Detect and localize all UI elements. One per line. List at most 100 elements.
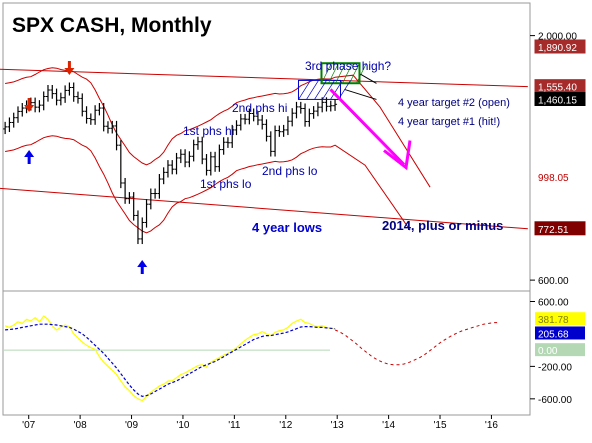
price-bar	[127, 192, 132, 204]
price-bar	[50, 84, 55, 99]
price-bar	[33, 97, 38, 113]
price-bar	[221, 137, 226, 155]
x-tick-label: '11	[228, 420, 241, 431]
x-tick-label: '15	[434, 420, 447, 431]
price-bar	[285, 116, 290, 136]
oscillator-panel	[3, 315, 500, 402]
cycle-low-arrow-head	[24, 150, 35, 157]
x-tick-label: '14	[382, 420, 395, 431]
osc-label-box	[535, 326, 585, 340]
price-bar	[247, 108, 252, 125]
price-bar	[45, 84, 50, 102]
target-2-hatch	[349, 63, 360, 84]
price-bar	[178, 149, 183, 164]
price-label-box	[534, 169, 586, 184]
lower-envelope-line	[5, 135, 411, 234]
price-bar	[183, 149, 188, 168]
cycle-high-arrow-head	[24, 105, 35, 112]
price-bar	[88, 113, 93, 125]
price-bar	[67, 82, 72, 96]
price-bar	[268, 131, 273, 157]
annotation: 1st phs hi	[183, 124, 234, 138]
price-label: 772.51	[538, 225, 569, 236]
price-label: 1,890.92	[538, 43, 577, 54]
target-1-hatch	[306, 80, 319, 100]
price-bar	[294, 101, 299, 119]
target-2-leader	[360, 73, 377, 84]
price-bar	[161, 167, 166, 185]
projection-arrowhead	[383, 140, 412, 171]
price-bar	[153, 188, 158, 199]
price-bar	[311, 106, 316, 119]
price-bar	[37, 100, 42, 113]
price-label: 1,460.15	[538, 96, 577, 107]
price-bar	[277, 125, 282, 137]
price-bar	[273, 125, 278, 157]
annotation: 4 year lows	[252, 220, 322, 235]
target-1-box	[297, 79, 341, 100]
annotations: 3rd phase high? 2nd phs hi 1st phs hi 1st p…	[183, 59, 510, 235]
price-bar	[225, 137, 230, 148]
price-bar	[118, 140, 123, 189]
price-bar	[191, 139, 196, 162]
osc-tick-label: 600.00	[538, 297, 569, 308]
price-bar	[243, 113, 248, 125]
price-axis: 2,000.00 600.00 1,890.92 1,555.40 1,460.15 99…	[529, 3, 586, 415]
annotation: 2nd phs lo	[262, 164, 318, 178]
projection-arrow	[329, 88, 406, 166]
price-bar	[264, 119, 269, 142]
price-bar	[170, 160, 175, 175]
x-tick-label: '13	[331, 420, 344, 431]
target-1-hatch	[314, 80, 327, 100]
cycle-low-arrow	[24, 150, 35, 164]
annotation: 1st phs lo	[200, 177, 252, 191]
x-tick-label: '16	[485, 420, 498, 431]
price-bar	[157, 174, 162, 199]
price-bar	[195, 136, 200, 150]
price-bar	[15, 106, 20, 123]
cycle-low-arrow-head	[137, 260, 148, 267]
price-tick-label: 2,000.00	[538, 32, 577, 43]
annotation: 2014, plus or minus	[382, 218, 503, 233]
price-bar	[333, 99, 338, 111]
cycle-high-arrow-head	[64, 68, 75, 75]
trendline-2	[0, 187, 528, 230]
price-bar	[260, 114, 265, 130]
price-bar	[110, 120, 115, 134]
projection-group	[24, 61, 412, 274]
annotation: 4 year target #1 (hit!)	[398, 116, 500, 128]
target-1-hatch	[298, 80, 311, 100]
osc-label: 205.68	[538, 329, 569, 340]
price-bar	[298, 101, 303, 114]
price-bar	[84, 106, 89, 124]
price-bar	[255, 111, 260, 126]
price-bar	[75, 91, 80, 104]
price-bar	[20, 103, 25, 117]
price-bar	[204, 154, 209, 176]
x-axis: '07 '08 '09 '10 '11 '12 '13 '14 '15 '16	[22, 415, 498, 431]
chart-title: SPX CASH, Monthly	[12, 14, 212, 37]
target-1-hatch	[330, 80, 343, 100]
osc-tick-label: -200.00	[538, 362, 572, 373]
price-bar	[11, 112, 16, 128]
upper-envelope-line	[5, 67, 431, 188]
price-bar	[290, 108, 295, 127]
price-bar	[144, 199, 149, 228]
price-bar	[213, 151, 218, 172]
osc-label: 381.78	[538, 315, 569, 326]
price-bar	[238, 113, 243, 131]
price-bar	[217, 144, 222, 172]
price-label-box	[534, 221, 586, 236]
price-bar	[101, 103, 106, 132]
oscillator-line	[4, 315, 336, 402]
price-bar	[208, 151, 213, 176]
price-bar	[230, 124, 235, 148]
price-bar	[174, 152, 179, 175]
target-2-hatch	[335, 63, 346, 84]
x-tick-label: '08	[74, 420, 87, 431]
annotation: 2nd phs hi	[232, 101, 287, 115]
price-bar	[328, 100, 333, 112]
x-tick-label: '12	[279, 420, 292, 431]
signal-line	[5, 323, 336, 398]
